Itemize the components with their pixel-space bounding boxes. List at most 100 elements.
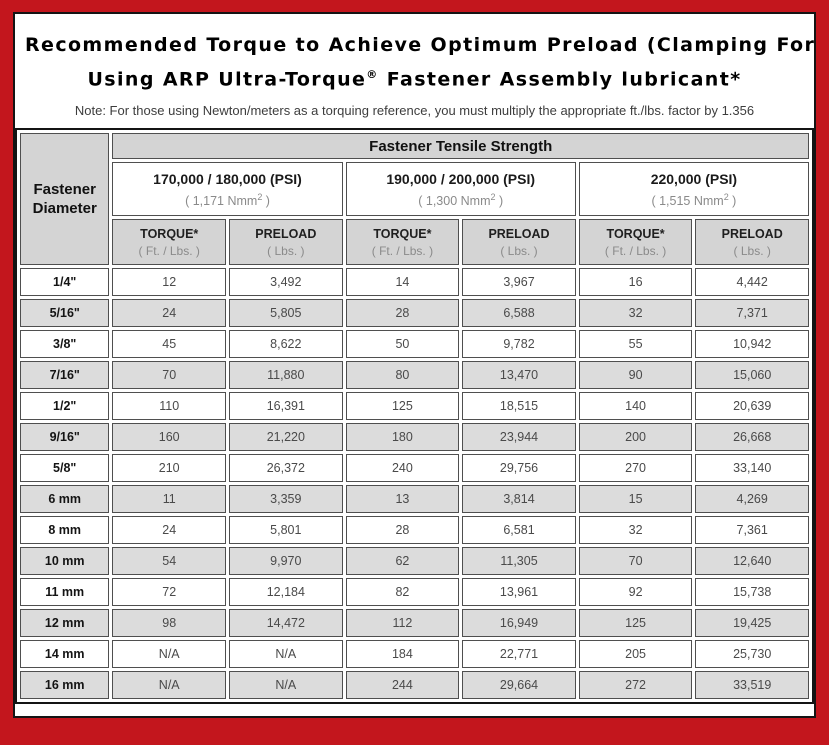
table-row: 9/16" 160 21,220 180 23,944 200 26,668 (20, 423, 809, 452)
fastener-diameter-cell: 5/16" (20, 299, 110, 328)
preload-value-cell: 5,805 (229, 299, 343, 328)
fastener-diameter-cell: 3/8" (20, 330, 110, 359)
fastener-diameter-cell: 12 mm (20, 609, 110, 638)
preload-value-cell: 21,220 (229, 423, 343, 452)
torque-value-cell: 13 (345, 485, 460, 514)
torque-value-cell: 140 (578, 392, 693, 421)
torque-value-cell: 24 (112, 299, 227, 328)
nmm-subheader: ( 1,171 Nmm2 ) (185, 191, 270, 208)
torque-value-cell: 270 (578, 454, 693, 483)
fastener-diameter-header: Fastener Diameter (20, 133, 110, 266)
torque-value-cell: 180 (345, 423, 460, 452)
preload-value-cell: 33,519 (695, 671, 809, 700)
preload-value-cell: 23,944 (462, 423, 576, 452)
preload-value-cell: 20,639 (695, 392, 809, 421)
torque-value-cell: 62 (345, 547, 460, 576)
table-row: 3/8" 45 8,622 50 9,782 55 10,942 (20, 330, 809, 359)
fastener-diameter-cell: 14 mm (20, 640, 110, 669)
torque-value-cell: 160 (112, 423, 227, 452)
preload-value-cell: 11,880 (229, 361, 343, 390)
torque-value-cell: 244 (345, 671, 460, 700)
preload-value-cell: 8,622 (229, 330, 343, 359)
header-row-torque-preload: TORQUE* ( Ft. / Lbs. ) PRELOAD ( Lbs. ) … (20, 219, 809, 266)
page-title-line-1: Recommended Torque to Achieve Optimum Pr… (25, 34, 816, 56)
table-row: 6 mm 11 3,359 13 3,814 15 4,269 (20, 485, 809, 514)
preload-column-header: PRELOAD ( Lbs. ) (695, 219, 809, 266)
torque-value-cell: 28 (345, 516, 460, 545)
preload-value-cell: 16,391 (229, 392, 343, 421)
torque-value-cell: 90 (578, 361, 693, 390)
preload-value-cell: N/A (229, 671, 343, 700)
preload-value-cell: 18,515 (462, 392, 576, 421)
torque-value-cell: 72 (112, 578, 227, 607)
torque-value-cell: 32 (578, 299, 693, 328)
nmm-subheader: ( 1,300 Nmm2 ) (418, 191, 504, 208)
conversion-note: Note: For those using Newton/meters as a… (74, 103, 755, 119)
torque-value-cell: 210 (112, 454, 227, 483)
torque-value-cell: 125 (345, 392, 460, 421)
preload-value-cell: 29,664 (462, 671, 576, 700)
preload-value-cell: 11,305 (462, 547, 576, 576)
torque-value-cell: 45 (112, 330, 227, 359)
torque-value-cell: 125 (578, 609, 693, 638)
table-row: 1/4" 12 3,492 14 3,967 16 4,442 (20, 268, 809, 297)
preload-column-header: PRELOAD ( Lbs. ) (462, 219, 576, 266)
table-row: 12 mm 98 14,472 112 16,949 125 19,425 (20, 609, 809, 638)
table-row: 11 mm 72 12,184 82 13,961 92 15,738 (20, 578, 809, 607)
preload-value-cell: 19,425 (695, 609, 809, 638)
torque-value-cell: 16 (578, 268, 693, 297)
torque-column-header: TORQUE* ( Ft. / Lbs. ) (112, 219, 227, 266)
preload-value-cell: 10,942 (695, 330, 809, 359)
preload-value-cell: 25,730 (695, 640, 809, 669)
preload-value-cell: 4,442 (695, 268, 809, 297)
preload-value-cell: 9,782 (462, 330, 576, 359)
fastener-diameter-cell: 1/2" (20, 392, 110, 421)
preload-value-cell: 3,492 (229, 268, 343, 297)
title-block: Recommended Torque to Achieve Optimum Pr… (15, 14, 814, 128)
torque-value-cell: 12 (112, 268, 227, 297)
torque-value-cell: 70 (112, 361, 227, 390)
torque-value-cell: 112 (345, 609, 460, 638)
table-row: 1/2" 110 16,391 125 18,515 140 20,639 (20, 392, 809, 421)
preload-value-cell: 33,140 (695, 454, 809, 483)
table-row: 16 mm N/A N/A 244 29,664 272 33,519 (20, 671, 809, 700)
torque-spec-table: Fastener Diameter Fastener Tensile Stren… (15, 128, 814, 705)
fastener-diameter-cell: 16 mm (20, 671, 110, 700)
nmm-subheader: ( 1,515 Nmm2 ) (651, 191, 737, 208)
preload-value-cell: 4,269 (695, 485, 809, 514)
psi-group-header-190-200: 190,000 / 200,000 (PSI) ( 1,300 Nmm2 ) (345, 162, 576, 217)
preload-value-cell: 9,970 (229, 547, 343, 576)
torque-value-cell: 98 (112, 609, 227, 638)
preload-value-cell: 26,668 (695, 423, 809, 452)
fastener-diameter-cell: 11 mm (20, 578, 110, 607)
torque-value-cell: 184 (345, 640, 460, 669)
table-row: 7/16" 70 11,880 80 13,470 90 15,060 (20, 361, 809, 390)
torque-value-cell: 80 (345, 361, 460, 390)
content-frame: Recommended Torque to Achieve Optimum Pr… (13, 12, 816, 718)
page-title-line-2: Using ARP Ultra-Torque® Fastener Assembl… (87, 68, 742, 91)
header-row-psi-groups: 170,000 / 180,000 (PSI) ( 1,171 Nmm2 ) 1… (20, 162, 809, 217)
torque-value-cell: 200 (578, 423, 693, 452)
torque-value-cell: 82 (345, 578, 460, 607)
table-row: 10 mm 54 9,970 62 11,305 70 12,640 (20, 547, 809, 576)
table-row: 5/8" 210 26,372 240 29,756 270 33,140 (20, 454, 809, 483)
fastener-diameter-cell: 7/16" (20, 361, 110, 390)
preload-value-cell: 12,640 (695, 547, 809, 576)
preload-value-cell: 6,581 (462, 516, 576, 545)
torque-value-cell: 54 (112, 547, 227, 576)
preload-value-cell: 22,771 (462, 640, 576, 669)
fastener-diameter-cell: 8 mm (20, 516, 110, 545)
torque-value-cell: 205 (578, 640, 693, 669)
torque-value-cell: N/A (112, 671, 227, 700)
torque-value-cell: 110 (112, 392, 227, 421)
torque-value-cell: 272 (578, 671, 693, 700)
preload-value-cell: 12,184 (229, 578, 343, 607)
preload-value-cell: 13,961 (462, 578, 576, 607)
preload-value-cell: 3,359 (229, 485, 343, 514)
fastener-diameter-cell: 6 mm (20, 485, 110, 514)
table-row: 5/16" 24 5,805 28 6,588 32 7,371 (20, 299, 809, 328)
fastener-diameter-cell: 9/16" (20, 423, 110, 452)
psi-group-header-170-180: 170,000 / 180,000 (PSI) ( 1,171 Nmm2 ) (112, 162, 343, 217)
torque-value-cell: 50 (345, 330, 460, 359)
preload-value-cell: 3,967 (462, 268, 576, 297)
